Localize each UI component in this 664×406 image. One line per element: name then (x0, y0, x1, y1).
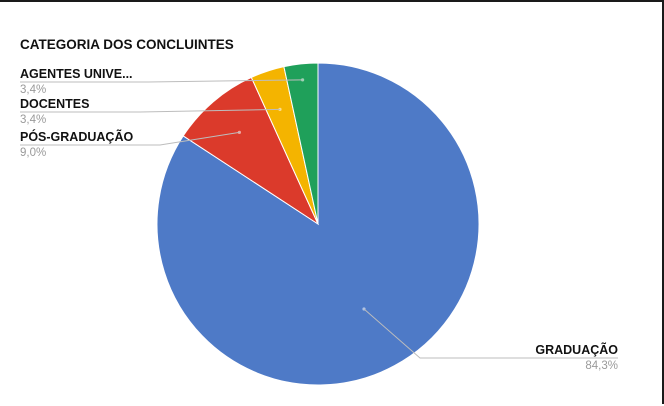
leader-lines (20, 79, 618, 359)
slice-name-label: DOCENTES (20, 97, 89, 111)
slice-pos-graduacao (182, 76, 320, 226)
slice-name-label: GRADUAÇÃO (535, 342, 618, 357)
slice-label-pos-graduacao: PÓS-GRADUAÇÃO 9,0% (20, 129, 133, 159)
leader-line-pos-graduacao (20, 131, 240, 146)
slice-label-graduacao: GRADUAÇÃO 84,3% (535, 342, 618, 372)
leader-line-graduacao (363, 308, 618, 359)
slice-name-label: PÓS-GRADUAÇÃO (20, 129, 133, 144)
slice-value-label: 84,3% (585, 360, 618, 372)
slice-name-label: AGENTES UNIVE... (20, 67, 133, 81)
slice-label-agentes: AGENTES UNIVE... 3,4% (20, 67, 133, 96)
slice-value-label: 3,4% (20, 84, 46, 96)
chart-title: CATEGORIA DOS CONCLUINTES (20, 37, 234, 52)
leader-line-docentes (20, 108, 281, 113)
slice-value-label: 9,0% (20, 147, 46, 159)
slice-label-docentes: DOCENTES 3,4% (20, 97, 89, 126)
slice-value-label: 3,4% (20, 114, 46, 126)
leader-line-agentes (20, 79, 303, 83)
pie-slices (156, 62, 480, 386)
slice-agentes-universitarios (283, 62, 319, 225)
